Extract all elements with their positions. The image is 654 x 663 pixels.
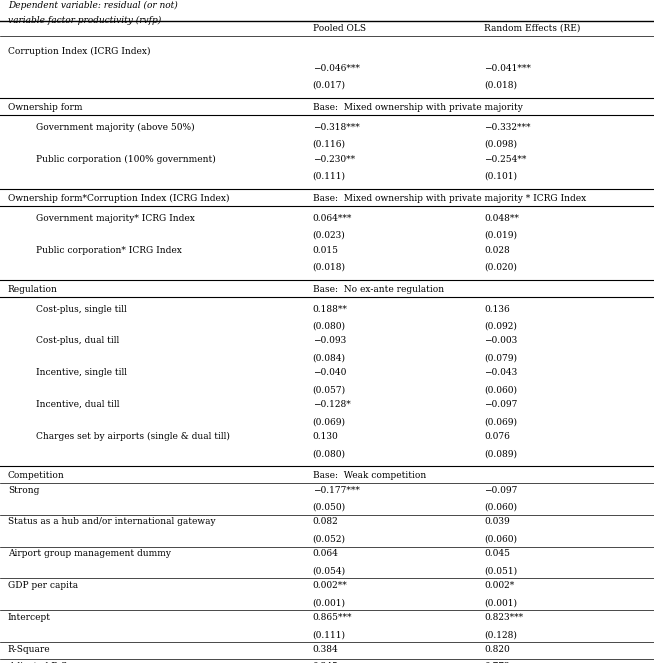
Text: 0.076: 0.076 (484, 432, 510, 441)
Text: R-Square: R-Square (8, 645, 50, 654)
Text: 0.028: 0.028 (484, 245, 509, 255)
Text: (0.069): (0.069) (484, 417, 517, 426)
Text: (0.052): (0.052) (313, 535, 345, 544)
Text: (0.001): (0.001) (313, 599, 345, 607)
Text: Status as a hub and/or international gateway: Status as a hub and/or international gat… (8, 518, 215, 526)
Text: −0.043: −0.043 (484, 368, 517, 377)
Text: variable factor productivity (rvfp): variable factor productivity (rvfp) (8, 16, 161, 25)
Text: (0.054): (0.054) (313, 567, 346, 575)
Text: 0.002**: 0.002** (313, 581, 347, 590)
Text: (0.051): (0.051) (484, 567, 517, 575)
Text: 0.064***: 0.064*** (313, 213, 352, 223)
Text: (0.017): (0.017) (313, 81, 345, 90)
Text: (0.098): (0.098) (484, 140, 517, 149)
Text: (0.057): (0.057) (313, 385, 346, 394)
Text: GDP per capita: GDP per capita (8, 581, 78, 590)
Text: 0.188**: 0.188** (313, 304, 347, 314)
Text: Cost-plus, single till: Cost-plus, single till (36, 304, 127, 314)
Text: 0.045: 0.045 (484, 550, 510, 558)
Text: (0.111): (0.111) (313, 172, 345, 181)
Text: Strong: Strong (8, 486, 39, 495)
Text: 0.064: 0.064 (313, 550, 339, 558)
Text: (0.050): (0.050) (313, 503, 346, 512)
Text: Charges set by airports (single & dual till): Charges set by airports (single & dual t… (36, 432, 230, 441)
Text: (0.089): (0.089) (484, 449, 517, 458)
Text: 0.823***: 0.823*** (484, 613, 523, 622)
Text: −0.254**: −0.254** (484, 154, 526, 164)
Text: −0.128*: −0.128* (313, 400, 351, 409)
Text: Cost-plus, dual till: Cost-plus, dual till (36, 336, 119, 345)
Text: (0.084): (0.084) (313, 353, 345, 363)
Text: (0.080): (0.080) (313, 322, 345, 331)
Text: Random Effects (RE): Random Effects (RE) (484, 24, 580, 33)
Text: (0.018): (0.018) (484, 81, 517, 90)
Text: (0.092): (0.092) (484, 322, 517, 331)
Text: 0.136: 0.136 (484, 304, 509, 314)
Text: Incentive, single till: Incentive, single till (36, 368, 127, 377)
Text: (0.060): (0.060) (484, 535, 517, 544)
Text: Base:  Mixed ownership with private majority: Base: Mixed ownership with private major… (313, 103, 523, 112)
Text: Corruption Index (ICRG Index): Corruption Index (ICRG Index) (8, 46, 150, 56)
Text: (0.019): (0.019) (484, 231, 517, 240)
Text: (0.080): (0.080) (313, 449, 345, 458)
Text: (0.018): (0.018) (313, 263, 345, 272)
Text: −0.041***: −0.041*** (484, 64, 531, 73)
Text: −0.097: −0.097 (484, 400, 517, 409)
Text: Ownership form*Corruption Index (ICRG Index): Ownership form*Corruption Index (ICRG In… (8, 194, 230, 203)
Text: 0.772: 0.772 (484, 662, 509, 663)
Text: Incentive, dual till: Incentive, dual till (36, 400, 120, 409)
Text: −0.097: −0.097 (484, 486, 517, 495)
Text: 0.015: 0.015 (313, 245, 339, 255)
Text: Base:  No ex-ante regulation: Base: No ex-ante regulation (313, 284, 443, 294)
Text: Competition: Competition (8, 471, 65, 480)
Text: −0.332***: −0.332*** (484, 123, 530, 132)
Text: (0.023): (0.023) (313, 231, 345, 240)
Text: 0.345: 0.345 (313, 662, 339, 663)
Text: (0.020): (0.020) (484, 263, 517, 272)
Text: Intercept: Intercept (8, 613, 51, 622)
Text: −0.093: −0.093 (313, 336, 346, 345)
Text: −0.177***: −0.177*** (313, 486, 360, 495)
Text: Base:  Mixed ownership with private majority * ICRG Index: Base: Mixed ownership with private major… (313, 194, 586, 203)
Text: Adjusted R-Square: Adjusted R-Square (8, 662, 94, 663)
Text: Public corporation (100% government): Public corporation (100% government) (36, 154, 216, 164)
Text: Base:  Weak competition: Base: Weak competition (313, 471, 426, 480)
Text: (0.111): (0.111) (313, 631, 345, 639)
Text: 0.048**: 0.048** (484, 213, 519, 223)
Text: 0.384: 0.384 (313, 645, 338, 654)
Text: 0.820: 0.820 (484, 645, 509, 654)
Text: −0.318***: −0.318*** (313, 123, 359, 132)
Text: Airport group management dummy: Airport group management dummy (8, 550, 171, 558)
Text: −0.003: −0.003 (484, 336, 517, 345)
Text: Ownership form: Ownership form (8, 103, 82, 112)
Text: (0.116): (0.116) (313, 140, 345, 149)
Text: (0.060): (0.060) (484, 385, 517, 394)
Text: (0.079): (0.079) (484, 353, 517, 363)
Text: 0.082: 0.082 (313, 518, 338, 526)
Text: Pooled OLS: Pooled OLS (313, 24, 366, 33)
Text: −0.230**: −0.230** (313, 154, 354, 164)
Text: Government majority (above 50%): Government majority (above 50%) (36, 123, 195, 132)
Text: 0.039: 0.039 (484, 518, 509, 526)
Text: (0.069): (0.069) (313, 417, 345, 426)
Text: 0.002*: 0.002* (484, 581, 514, 590)
Text: Regulation: Regulation (8, 284, 58, 294)
Text: (0.101): (0.101) (484, 172, 517, 181)
Text: Public corporation* ICRG Index: Public corporation* ICRG Index (36, 245, 182, 255)
Text: 0.865***: 0.865*** (313, 613, 352, 622)
Text: Dependent variable: residual (or not): Dependent variable: residual (or not) (8, 1, 178, 11)
Text: (0.128): (0.128) (484, 631, 517, 639)
Text: −0.046***: −0.046*** (313, 64, 360, 73)
Text: (0.001): (0.001) (484, 599, 517, 607)
Text: 0.130: 0.130 (313, 432, 338, 441)
Text: −0.040: −0.040 (313, 368, 346, 377)
Text: (0.060): (0.060) (484, 503, 517, 512)
Text: Government majority* ICRG Index: Government majority* ICRG Index (36, 213, 195, 223)
